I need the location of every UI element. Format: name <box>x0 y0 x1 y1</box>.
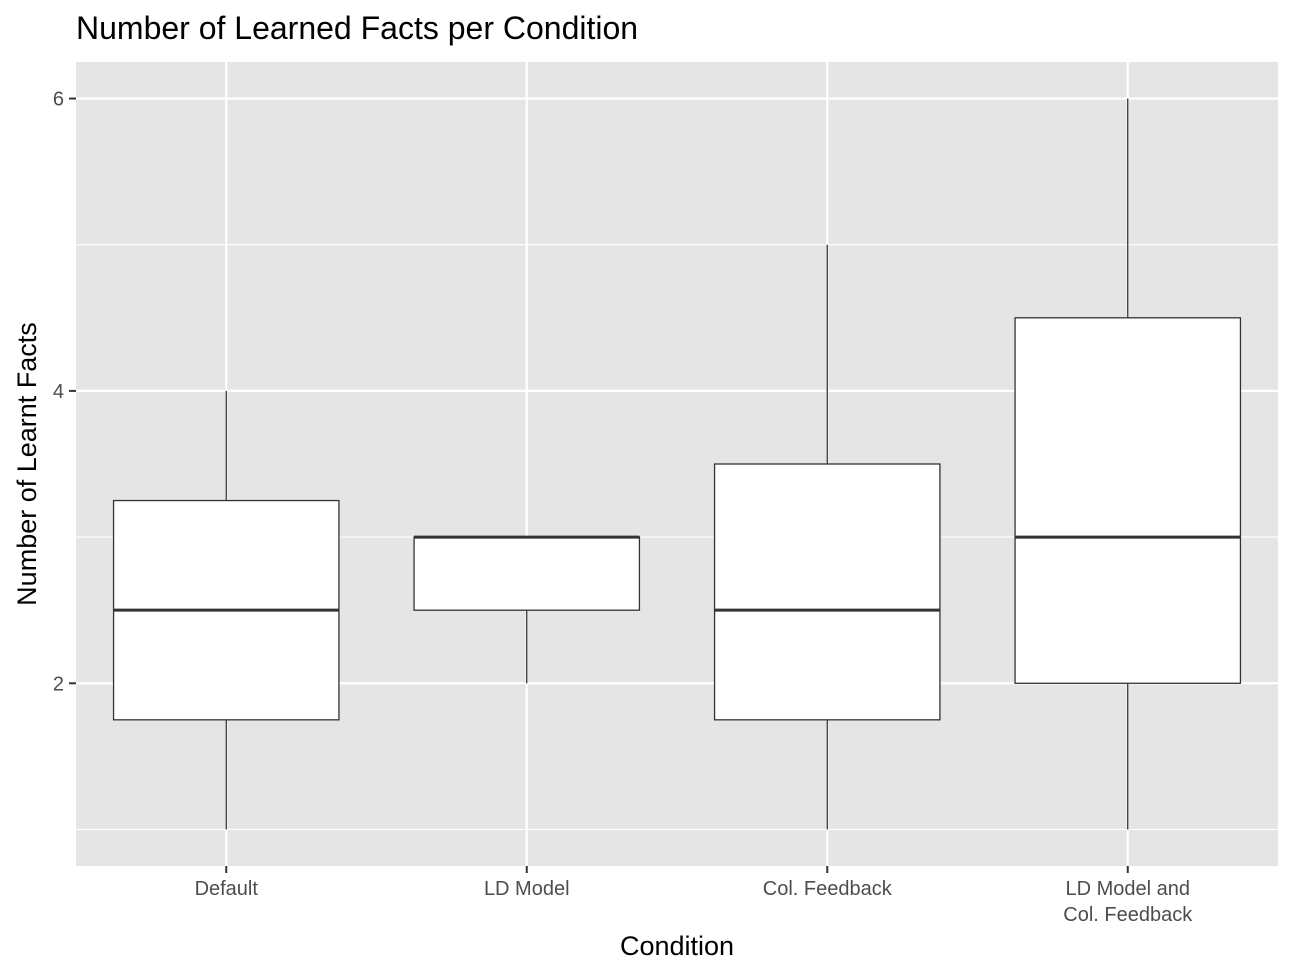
x-tick-label: Col. Feedback <box>763 878 893 900</box>
x-axis-title: Condition <box>620 931 734 961</box>
box <box>1014 98 1242 830</box>
x-tick-label: LD Model <box>484 878 570 900</box>
y-tick-label: 4 <box>53 381 64 403</box>
y-axis: 2 4 6 <box>53 89 76 695</box>
x-tick-label: Default <box>195 878 259 900</box>
box <box>112 390 340 830</box>
y-axis-title: Number of Learnt Facts <box>12 322 42 606</box>
box <box>713 244 941 830</box>
y-tick-label: 2 <box>53 673 64 695</box>
box-body <box>413 536 641 611</box>
chart-title: Number of Learned Facts per Condition <box>76 10 638 46</box>
box-body <box>713 463 941 721</box>
x-tick-label: LD Model and Col. Feedback <box>1063 878 1193 926</box>
box-body <box>1014 317 1242 684</box>
x-axis: Default LD Model Col. Feedback LD Model and… <box>195 866 1193 926</box>
box <box>413 535 641 684</box>
y-tick-label: 6 <box>53 89 64 111</box>
box-group <box>112 98 1242 830</box>
